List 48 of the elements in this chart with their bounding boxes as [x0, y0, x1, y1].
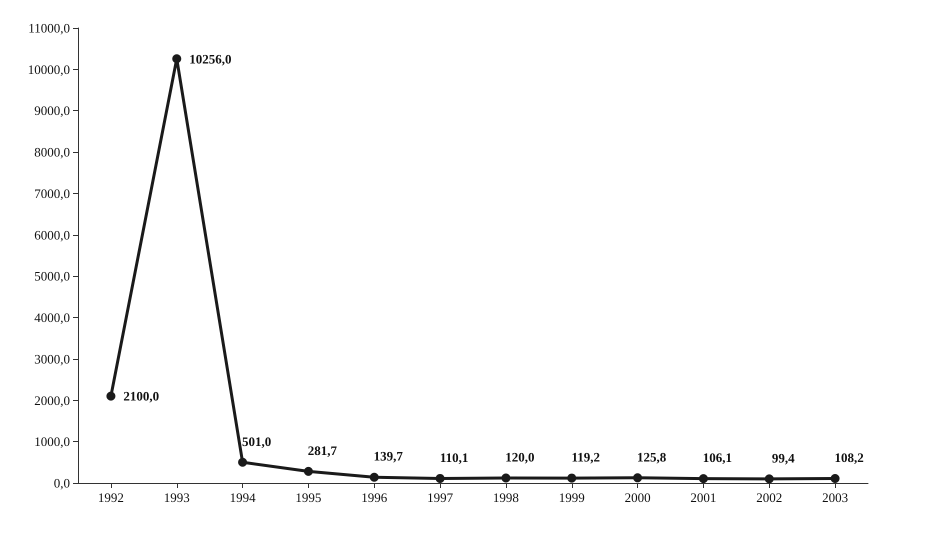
point [698, 474, 708, 484]
data-label: 119,2 [571, 450, 600, 465]
y-tick-label: 2000,0 [34, 392, 70, 408]
x-tick-label: 1998 [492, 490, 519, 505]
data-label: 125,8 [636, 449, 667, 464]
x-tick-label: 1995 [295, 490, 322, 505]
y-tick-label: 1000,0 [34, 434, 70, 450]
y-tick-label: 11000,0 [28, 20, 70, 36]
y-tick-label: 0,0 [54, 476, 70, 490]
x-tick-label: 2003 [822, 490, 848, 505]
data-label: 106,1 [702, 450, 732, 466]
y-tick-label: 3000,0 [34, 351, 70, 366]
x-tick-label: 1999 [558, 490, 585, 505]
data-label: 139,7 [374, 448, 404, 464]
y-tick-label: 10000,0 [28, 62, 70, 77]
x-tick-label: 1996 [361, 490, 388, 505]
point [238, 458, 248, 467]
point [567, 474, 576, 483]
point [764, 474, 774, 484]
data-label: 108,2 [834, 450, 864, 466]
y-tick-label: 6000,0 [34, 227, 70, 242]
x-tick-label: 1994 [230, 490, 256, 505]
data-label: 110,1 [440, 450, 468, 465]
x-tick-label: 2002 [756, 490, 782, 505]
x-tick-label: 1992 [98, 490, 124, 505]
point [501, 474, 510, 483]
data-label: 120,0 [505, 450, 535, 465]
point [633, 473, 642, 482]
data-label: 2100,0 [123, 388, 160, 404]
y-tick-label: 7000,0 [34, 186, 70, 201]
point [172, 54, 182, 64]
y-tick-label: 8000,0 [34, 144, 70, 160]
point [304, 466, 313, 476]
y-tick-label: 9000,0 [34, 103, 70, 118]
point [436, 474, 445, 483]
data-label: 99,4 [772, 450, 796, 466]
point [106, 392, 116, 401]
x-tick-label: 2001 [690, 490, 716, 505]
point [370, 472, 379, 482]
data-label: 281,7 [308, 442, 338, 458]
x-tick-label: 2000 [624, 490, 651, 505]
x-tick-label: 1997 [427, 490, 454, 505]
x-tick-label: 1993 [164, 490, 190, 505]
y-tick-label: 4000,0 [34, 310, 70, 326]
point [830, 474, 840, 484]
data-label: 10256,0 [189, 51, 232, 66]
data-label: 501,0 [242, 434, 272, 449]
y-tick-label: 5000,0 [34, 268, 70, 284]
